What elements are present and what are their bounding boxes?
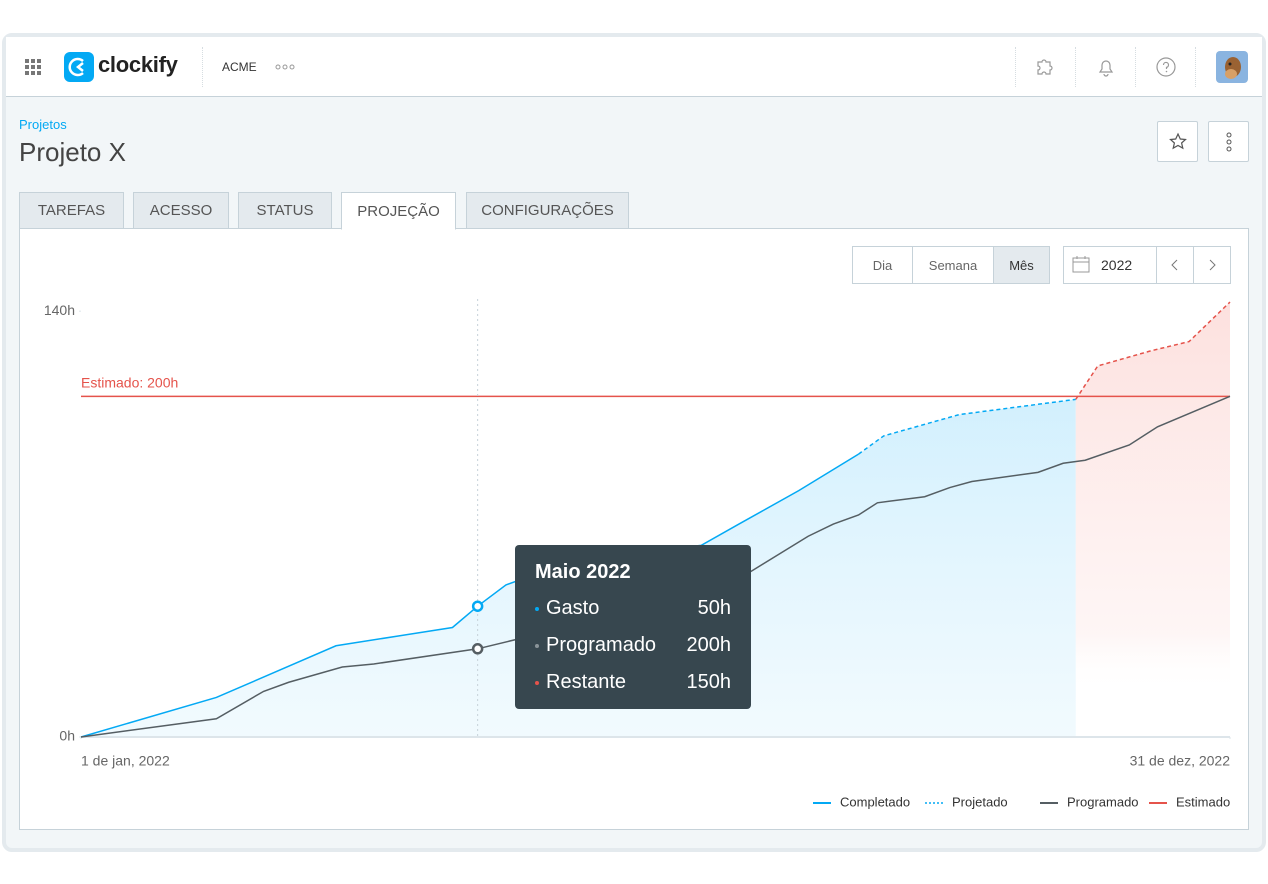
series-line — [80, 395, 1231, 738]
tab-active[interactable]: PROJEÇÃO — [341, 192, 456, 230]
tooltip-value: 200h — [686, 634, 732, 656]
divider — [1156, 247, 1157, 283]
divider — [1135, 47, 1136, 87]
divider — [1195, 47, 1196, 87]
x-tick-label: 31 de dez, 2022 — [1130, 753, 1231, 769]
tab[interactable]: TAREFAS — [19, 192, 124, 229]
next-button[interactable] — [1205, 257, 1219, 273]
legend-label: Programado — [1067, 794, 1139, 809]
annotation: Estimado: 200h — [81, 375, 178, 391]
tab[interactable]: STATUS — [238, 192, 332, 229]
period-button[interactable]: Dia — [852, 246, 913, 284]
tooltip-row: Restante 150h — [535, 671, 731, 694]
y-tick-label: 140h — [44, 302, 75, 318]
divider — [1193, 247, 1194, 283]
area-fill-over — [1075, 302, 1230, 692]
tooltip-title: Maio 2022 — [535, 561, 631, 583]
bullet — [535, 643, 539, 648]
more-icon[interactable] — [275, 63, 295, 71]
tab[interactable]: CONFIGURAÇÕES — [466, 192, 629, 229]
series-line — [1075, 301, 1231, 400]
tooltip-value: 50h — [697, 597, 731, 619]
year-label: 2022 — [1101, 257, 1133, 273]
top-bar — [6, 37, 1262, 97]
apps-icon[interactable] — [24, 58, 42, 76]
page-title: Projeto X — [19, 137, 126, 167]
hover-point — [471, 643, 484, 655]
year-picker[interactable] — [1063, 246, 1231, 284]
tooltip-row: Gasto 50h — [535, 597, 731, 620]
logo-icon[interactable] — [64, 52, 94, 82]
period-button-active[interactable]: Mês — [993, 246, 1050, 284]
tooltip-label: Gasto — [546, 597, 600, 619]
tooltip-label: Restante — [546, 671, 627, 693]
favorite-button[interactable] — [1157, 121, 1198, 162]
divider — [202, 47, 203, 87]
tooltip-row: Programado 200h — [535, 634, 731, 657]
kebab-icon — [1226, 132, 1232, 152]
calendar-icon — [1072, 256, 1090, 273]
hover-point — [471, 600, 484, 612]
tab[interactable]: ACESSO — [133, 192, 229, 229]
legend-label: Estimado — [1176, 794, 1230, 809]
tooltip: Maio 2022 Gasto 50h Programado 200h Restan… — [515, 545, 751, 709]
logo-text[interactable]: clockify — [98, 52, 178, 77]
x-tick-label: 1 de jan, 2022 — [81, 753, 170, 769]
workspace-name[interactable]: ACME — [222, 60, 257, 74]
y-tick-label: 0h — [59, 728, 75, 744]
integrations-icon[interactable] — [1034, 56, 1054, 76]
breadcrumb-link[interactable]: Projetos — [19, 117, 67, 132]
star-icon — [1169, 132, 1187, 150]
prev-button[interactable] — [1168, 257, 1182, 273]
help-icon[interactable] — [1155, 56, 1177, 78]
user-avatar[interactable] — [1216, 51, 1248, 83]
divider — [1075, 47, 1076, 87]
notifications-icon[interactable] — [1096, 56, 1116, 78]
bullet — [535, 680, 539, 685]
menu-button[interactable] — [1208, 121, 1249, 162]
bullet — [535, 606, 539, 611]
tooltip-label: Programado — [546, 634, 657, 656]
divider — [1015, 47, 1016, 87]
legend-label: Completado — [840, 794, 910, 809]
legend-label: Projetado — [952, 794, 1008, 809]
period-button[interactable]: Semana — [912, 246, 994, 284]
tooltip-value: 150h — [686, 671, 732, 693]
series-line — [858, 398, 1076, 455]
